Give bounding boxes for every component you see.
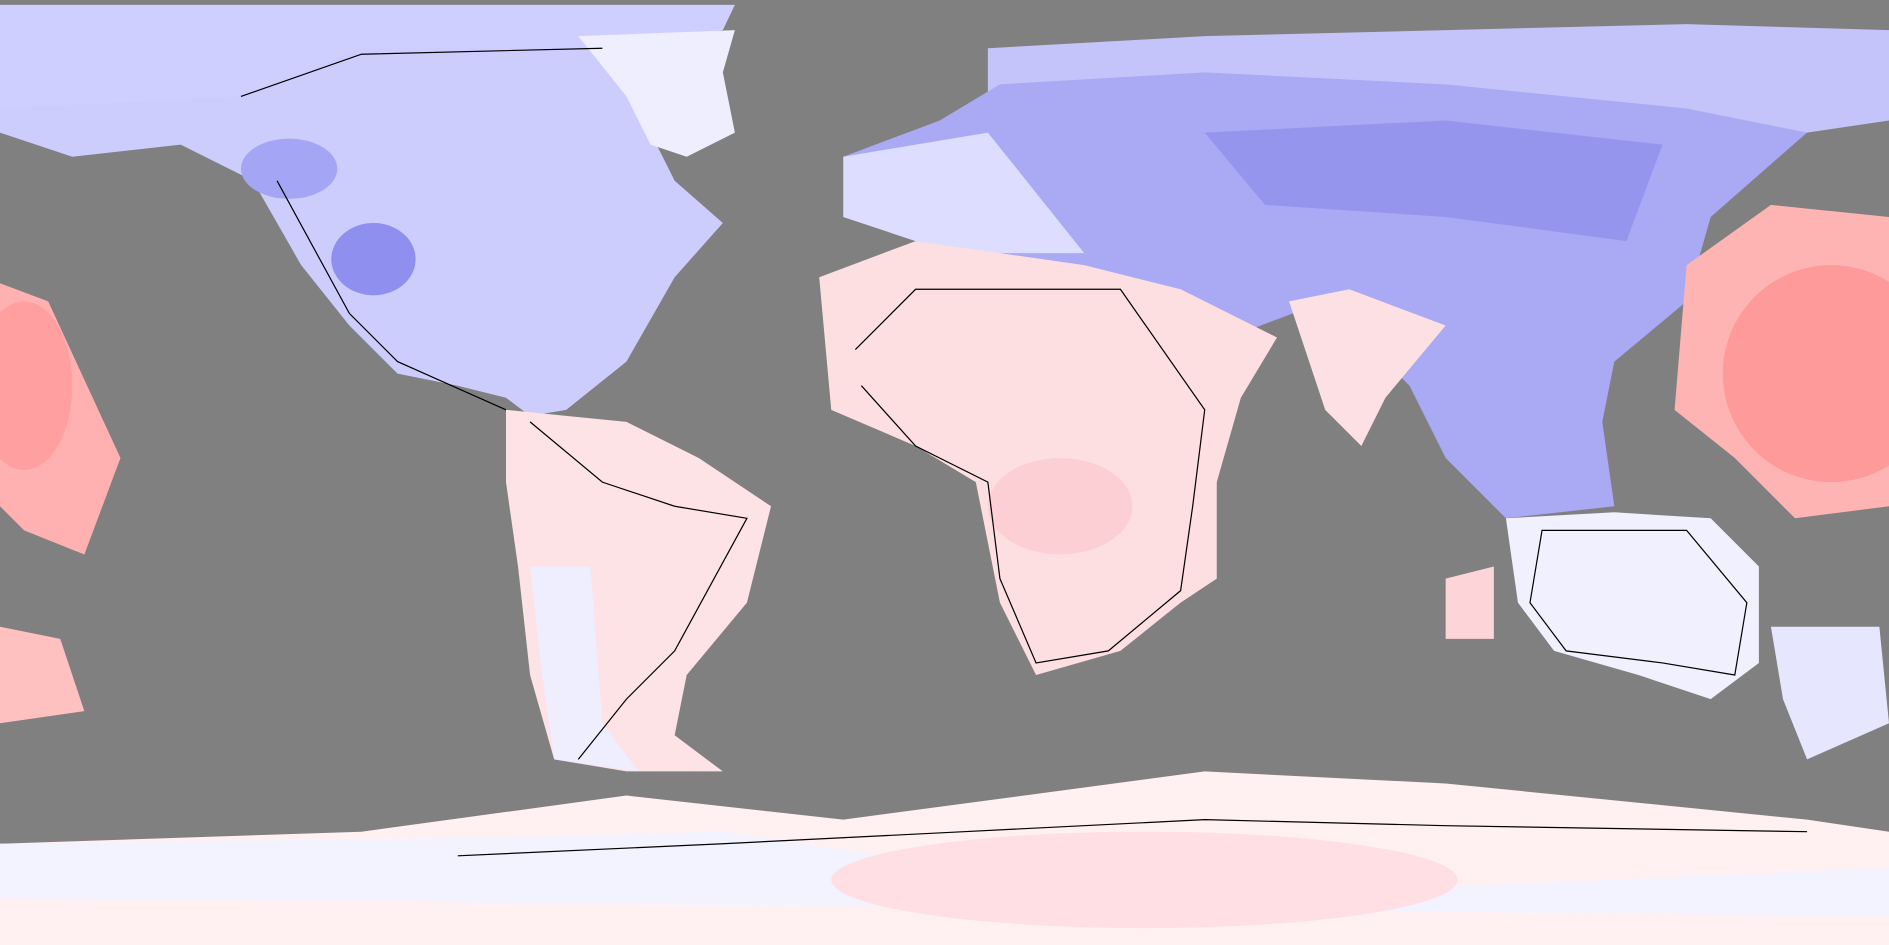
warm-core [0, 301, 73, 471]
coastline [1529, 529, 1748, 676]
europe [843, 132, 1085, 254]
australia [1505, 512, 1759, 700]
south-america-west [530, 566, 639, 772]
cold-anomaly [331, 222, 416, 296]
india [1289, 289, 1446, 446]
new-zealand [1770, 626, 1889, 760]
cold-anomaly [1204, 120, 1663, 242]
warm-patch [0, 626, 85, 724]
coastline [854, 288, 1206, 664]
warm-anomaly [831, 831, 1458, 929]
warm-patch [1445, 566, 1494, 639]
warm-anomaly [987, 458, 1133, 555]
coastline [457, 819, 1808, 857]
coastline [240, 47, 748, 760]
greenland [578, 30, 735, 157]
warm-core [1722, 265, 1889, 483]
cold-anomaly [240, 138, 338, 199]
